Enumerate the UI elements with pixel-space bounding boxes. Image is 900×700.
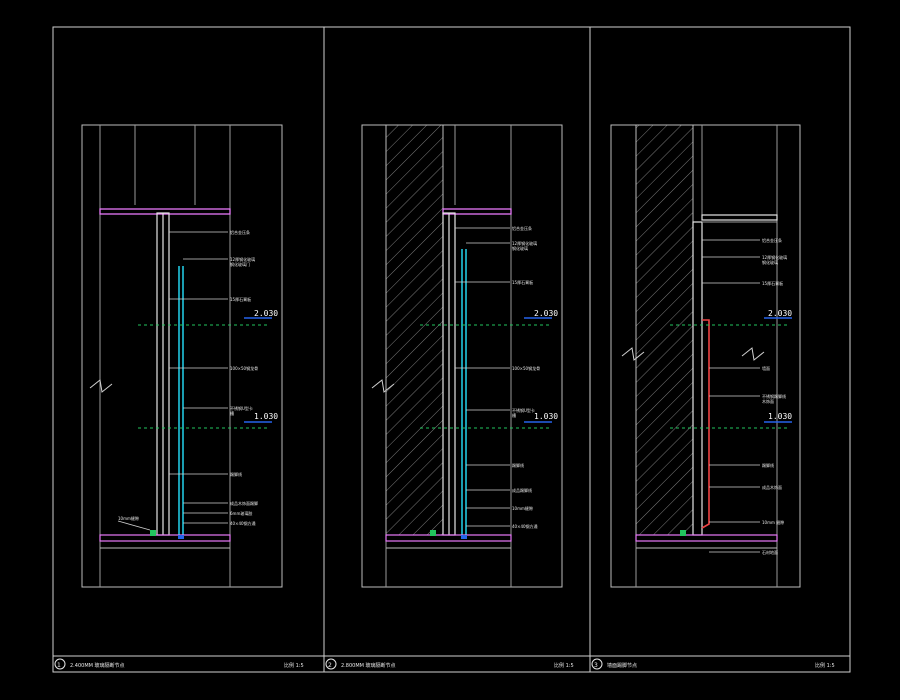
panel-2-callout-6: 踢脚线 (512, 462, 524, 468)
panel-3-callout-2: 12厚钢化玻璃钢化玻璃 (762, 254, 787, 265)
panel-1-viewport (81, 124, 283, 588)
panel-2-viewport (361, 124, 563, 588)
panel-3-scale: 比例 1:5 (815, 662, 835, 669)
panel-2-title: 2.800MM 玻璃隔断节点 (341, 662, 396, 669)
panel-2-callout-8: 10mm缝隙 (512, 505, 533, 511)
panel-2-callout-4: 100×50钢龙骨 (512, 365, 540, 371)
panel-3-callout-3: 15厚石膏板 (762, 280, 783, 286)
panel-3-level-upper: 2.030 (768, 309, 792, 318)
panel-1-level-lower: 1.030 (254, 412, 278, 421)
panel-2-callout-2: 12厚钢化玻璃钢化玻璃 (512, 240, 537, 251)
panel-2-level-upper: 2.030 (534, 309, 558, 318)
panel-1-callout-6: 踢脚线 (230, 471, 242, 477)
title-strip: 1 2 3 2.400MM 玻璃隔断节点 2.800MM 玻璃隔断节点 墙面踢脚… (54, 658, 835, 670)
panel-1-title: 2.400MM 玻璃隔断节点 (70, 662, 125, 669)
panel-1-left-note: 10mm缝隙 (118, 515, 139, 521)
panel-3-callout-8: 10mm 缝隙 (762, 519, 784, 525)
panel-3-title: 墙面踢脚节点 (607, 662, 637, 669)
panel-1-callout-3: 15厚石膏板 (230, 296, 251, 302)
panel-1-callout-9: 40×40钢方通 (230, 520, 256, 526)
sheet-frame (52, 26, 851, 673)
panel-2-callout-3: 15厚石膏板 (512, 279, 533, 285)
panel-1-level-upper: 2.030 (254, 309, 278, 318)
panel-3-detail: 2.030 1.030 铝合金压条 12厚钢化玻璃钢化玻璃 15厚石膏板 墙面 … (610, 124, 801, 588)
panel-2-detail: 2.030 1.030 铝合金压条 12厚钢化玻璃钢化玻璃 15厚石膏板 100… (361, 124, 563, 588)
panel-3-number: 3 (594, 662, 598, 669)
panel-2-scale: 比例 1:5 (554, 662, 574, 669)
panel-1-callout-4: 100×50钢龙骨 (230, 365, 258, 371)
panel-2-callout-5: 不锈钢U型卡槽 (512, 407, 535, 418)
panel-2-level-lower: 1.030 (534, 412, 558, 421)
panel-3-callout-6: 踢脚线 (762, 462, 774, 468)
panel-1-callout-1: 铝合金压条 (230, 229, 250, 235)
panel-1-callout-5: 不锈钢U型卡槽 (230, 405, 253, 416)
panel-3-callout-7: 成品木饰面 (762, 484, 782, 490)
panel-3-callout-4: 墙面 (762, 365, 770, 371)
panel-3-callout-5: 不锈钢踢脚线木饰面 (762, 393, 786, 404)
panel-3-level-lower: 1.030 (768, 412, 792, 421)
panel-1-number: 1 (57, 662, 61, 669)
panel-2-callout-1: 铝合金压条 (512, 225, 532, 231)
panel-2-number: 2 (328, 662, 332, 669)
panel-1-detail: 2.030 1.030 铝合金压条 12厚钢化玻璃钢化玻璃门 15厚石膏板 10… (81, 124, 283, 588)
panel-3-callout-1: 铝合金压条 (762, 237, 782, 243)
panel-3-callout-9: 石材地面 (762, 549, 778, 555)
panel-1-scale: 比例 1:5 (284, 662, 304, 669)
panel-2-callout-9: 40×40钢方通 (512, 523, 538, 529)
panel-1-callout-7: 成品木饰面踢脚 (230, 500, 258, 506)
panel-2-callout-7: 成品踢脚线 (512, 487, 532, 493)
panel-3-viewport (610, 124, 801, 588)
panel-1-callout-2: 12厚钢化玻璃钢化玻璃门 (230, 256, 255, 267)
panel-1-callout-8: 6mm玻璃胶 (230, 510, 252, 516)
